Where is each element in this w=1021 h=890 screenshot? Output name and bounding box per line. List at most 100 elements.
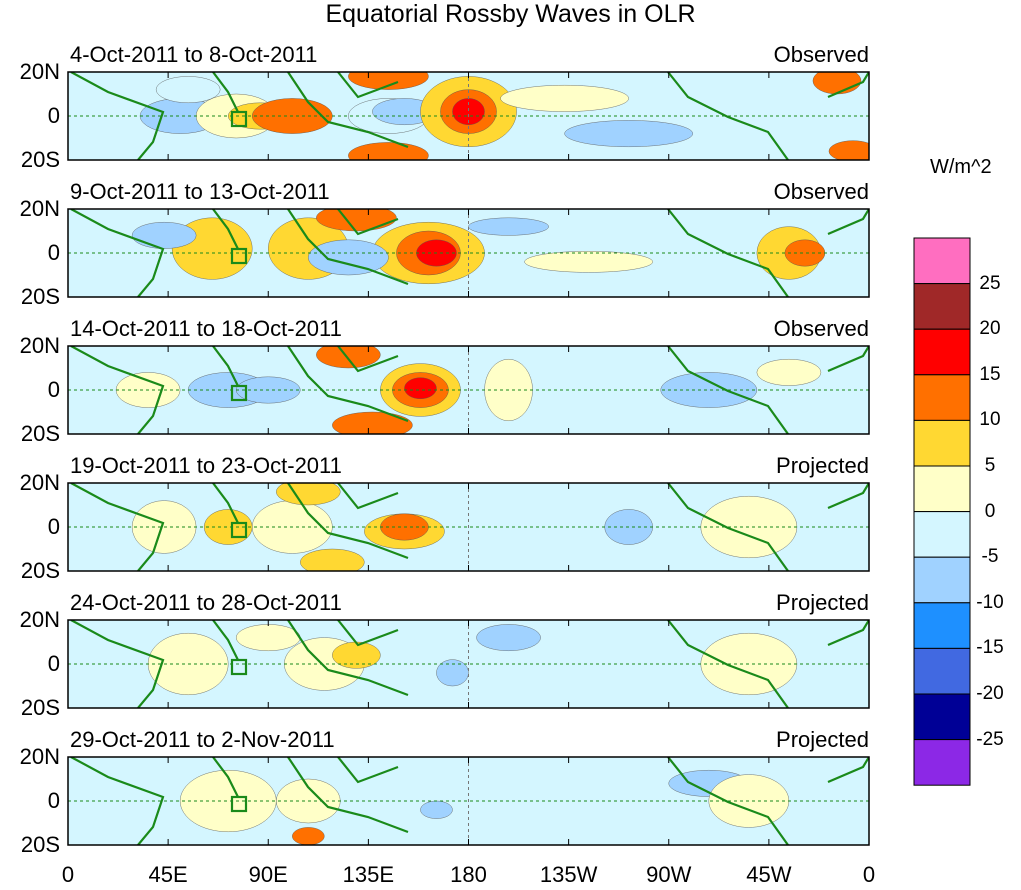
coastline xyxy=(212,72,239,113)
y-tick-label: 20S xyxy=(20,147,60,172)
y-tick-label: 20N xyxy=(19,470,60,495)
panel-period: 19-Oct-2011 to 23-Oct-2011 xyxy=(70,453,342,478)
y-tick-label: 0 xyxy=(47,240,60,265)
anomaly-contour xyxy=(404,377,437,399)
anomaly-contour xyxy=(468,217,549,236)
colorbar-label: -20 xyxy=(976,683,1004,704)
coastline xyxy=(287,209,409,286)
coastline xyxy=(287,620,409,697)
panel-period: 29-Oct-2011 to 2-Nov-2011 xyxy=(70,727,335,752)
coastline xyxy=(667,483,789,571)
colorbar-label: 0 xyxy=(984,500,996,522)
panel-period: 4-Oct-2011 to 8-Oct-2011 xyxy=(70,42,318,67)
colorbar-swatch xyxy=(913,602,971,649)
coastline xyxy=(337,620,399,647)
colorbar-label: 25 xyxy=(979,272,1001,294)
x-tick-label: 45E xyxy=(148,862,188,887)
anomaly-contour xyxy=(236,624,301,651)
coastline xyxy=(287,72,409,149)
coastline xyxy=(337,757,399,784)
y-tick-label: 20N xyxy=(19,744,60,769)
coastline xyxy=(212,483,239,524)
coastline xyxy=(827,346,869,373)
coastline xyxy=(230,521,248,539)
panel-type: Observed xyxy=(773,179,869,204)
x-tick-label: 135E xyxy=(342,862,395,887)
panel-type: Projected xyxy=(776,453,869,478)
anomaly-contour xyxy=(131,221,197,249)
anomaly-contour xyxy=(756,358,822,386)
y-tick-label: 0 xyxy=(47,788,60,813)
x-tick-label: 135W xyxy=(539,862,598,887)
figure-title: Equatorial Rossby Waves in OLR xyxy=(325,0,696,28)
y-tick-label: 0 xyxy=(47,377,60,402)
y-tick-label: 20S xyxy=(20,421,60,446)
y-tick-label: 20N xyxy=(19,196,60,221)
coastline xyxy=(827,209,869,236)
coastline xyxy=(212,346,239,387)
x-tick-label: 45W xyxy=(746,862,792,887)
colorbar-swatch xyxy=(913,693,971,741)
coastline xyxy=(667,209,789,297)
coastline xyxy=(337,346,399,373)
coastline xyxy=(667,346,789,434)
coastline xyxy=(287,346,409,423)
colorbar-label: 5 xyxy=(984,455,996,476)
anomaly-contour xyxy=(524,251,653,273)
colorbar-swatch xyxy=(913,556,971,604)
anomaly-contour xyxy=(203,509,253,545)
colorbar-label: 10 xyxy=(979,409,1001,431)
colorbar-swatch xyxy=(913,283,971,330)
coastline xyxy=(827,620,869,647)
coastline xyxy=(230,384,248,402)
x-tick-label: 0 xyxy=(61,862,75,887)
anomaly-contour xyxy=(155,76,221,104)
anomaly-contour xyxy=(476,624,541,651)
coastline xyxy=(212,620,239,661)
colorbar-swatch xyxy=(913,739,971,786)
y-tick-label: 20S xyxy=(20,695,60,720)
colorbar-label: -15 xyxy=(976,637,1004,659)
colorbar-swatch xyxy=(913,237,971,285)
coastline xyxy=(230,795,248,813)
coastline xyxy=(287,757,409,834)
colorbar-label: -5 xyxy=(981,546,999,568)
coastline xyxy=(337,483,399,510)
anomaly-contour xyxy=(332,411,413,434)
coastline xyxy=(70,483,165,571)
coastline xyxy=(667,757,789,845)
colorbar-units: W/m^2 xyxy=(930,156,992,178)
anomaly-contour xyxy=(500,85,629,112)
coastline xyxy=(230,110,248,128)
colorbar-label: -25 xyxy=(976,728,1004,750)
anomaly-contour xyxy=(292,827,325,845)
y-tick-label: 20S xyxy=(20,558,60,583)
coastline xyxy=(230,658,248,676)
coastline xyxy=(667,72,789,160)
colorbar-swatch xyxy=(913,647,971,695)
y-tick-label: 20S xyxy=(20,284,60,309)
coastline xyxy=(70,209,165,297)
y-tick-label: 0 xyxy=(47,103,60,128)
anomaly-contour xyxy=(420,800,453,819)
coastline xyxy=(667,620,789,708)
panel-period: 14-Oct-2011 to 18-Oct-2011 xyxy=(70,316,342,341)
coastline xyxy=(70,757,165,845)
x-tick-label: 90E xyxy=(248,862,288,887)
coastline xyxy=(827,483,869,510)
anomaly-contour xyxy=(828,140,869,160)
coastline xyxy=(70,620,165,708)
anomaly-contour xyxy=(308,239,389,276)
y-tick-label: 20N xyxy=(19,333,60,358)
x-tick-label: 180 xyxy=(450,862,487,887)
anomaly-contour xyxy=(316,346,381,369)
coastline xyxy=(70,72,165,160)
coastline xyxy=(827,757,869,784)
y-tick-label: 20N xyxy=(19,59,60,84)
panel-period: 9-Oct-2011 to 13-Oct-2011 xyxy=(70,179,330,204)
panel-type: Projected xyxy=(776,590,869,615)
colorbar-swatch xyxy=(913,374,971,421)
y-tick-label: 0 xyxy=(47,514,60,539)
